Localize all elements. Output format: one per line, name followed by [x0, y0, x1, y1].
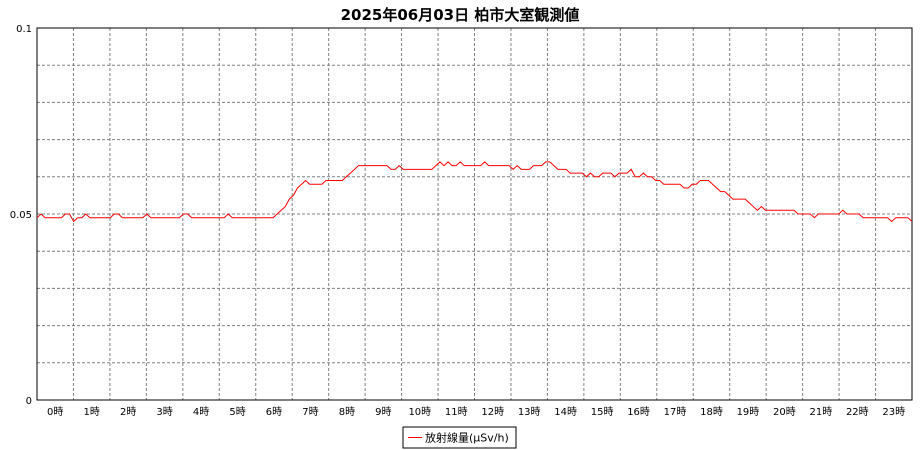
- x-tick-label: 14時: [554, 406, 577, 418]
- y-tick-label: 0.1: [16, 24, 32, 35]
- x-tick-label: 5時: [229, 406, 245, 418]
- x-tick-label: 23時: [882, 406, 905, 418]
- x-tick-label: 7時: [302, 406, 318, 418]
- x-tick-label: 20時: [773, 406, 796, 418]
- x-tick-label: 8時: [339, 406, 355, 418]
- x-tick-label: 19時: [737, 406, 760, 418]
- x-tick-label: 10時: [408, 406, 431, 418]
- x-tick-label: 12時: [481, 406, 504, 418]
- series-line: [36, 161, 913, 223]
- legend: 放射線量(μSv/h): [402, 426, 517, 449]
- x-axis: 0時 1時 2時 3時 4時 5時 6時 7時 8時 9時 10時 11時 12時 13時 14時 15時 16…: [47, 406, 905, 418]
- grid-lines: [37, 28, 912, 400]
- x-tick-label: 0時: [47, 406, 63, 418]
- x-tick-label: 16時: [627, 406, 650, 418]
- series-lines: [36, 161, 913, 223]
- y-tick-label: 0.05: [10, 210, 32, 221]
- x-tick-label: 11時: [445, 406, 468, 418]
- x-tick-label: 18時: [700, 406, 723, 418]
- x-tick-label: 15時: [591, 406, 614, 418]
- x-tick-label: 2時: [120, 406, 136, 418]
- legend-box: [402, 426, 517, 449]
- plot-frame: [36, 27, 913, 401]
- y-tick-label: 0: [26, 396, 32, 407]
- chart-title: 2025年06月03日 柏市大室観測値: [341, 6, 580, 24]
- x-tick-label: 6時: [266, 406, 282, 418]
- x-tick-label: 17時: [664, 406, 687, 418]
- x-tick-label: 21時: [809, 406, 832, 418]
- x-tick-label: 9時: [375, 406, 391, 418]
- x-tick-label: 4時: [193, 406, 209, 418]
- x-tick-label: 1時: [84, 406, 100, 418]
- legend-label: 放射線量(μSv/h): [425, 431, 509, 445]
- x-tick-label: 22時: [846, 406, 869, 418]
- y-axis: 0 0.05 0.1: [10, 24, 32, 407]
- x-tick-label: 13時: [518, 406, 541, 418]
- x-tick-label: 3時: [156, 406, 172, 418]
